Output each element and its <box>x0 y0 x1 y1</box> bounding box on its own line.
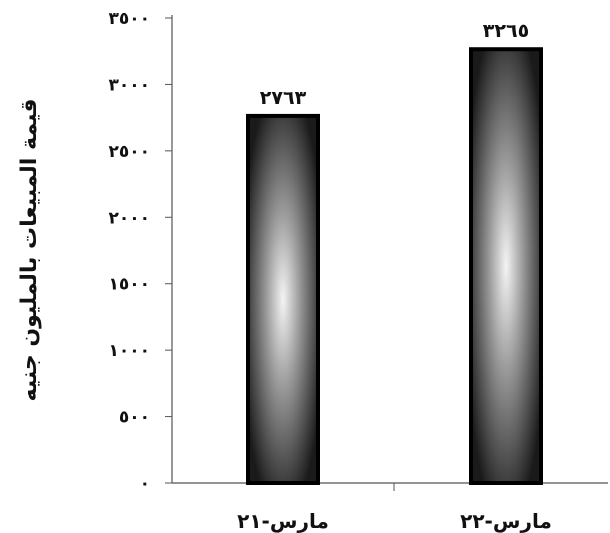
y-tick-label: ٣٠٠٠ <box>108 75 150 95</box>
y-tick-label: ٢٠٠٠ <box>108 208 150 228</box>
x-category-label: مارس-٢٢ <box>460 509 552 533</box>
y-axis-ticks: ٠ ٥٠٠ ١٠٠٠ ١٥٠٠ ٢٠٠٠ ٢٥٠٠ ٣٠٠٠ ٣٥٠٠ <box>108 9 172 494</box>
bar-value-label: ٢٧٦٣ <box>260 87 307 109</box>
y-tick-label: ٥٠٠ <box>119 408 150 428</box>
y-tick-label: ٢٥٠٠ <box>108 142 150 162</box>
bar-value-label: ٣٢٦٥ <box>483 20 529 42</box>
bars <box>246 47 543 485</box>
y-tick-label: ١٥٠٠ <box>108 275 150 295</box>
y-axis-title: قيمة المبيعات بالمليون جنيه <box>17 99 42 402</box>
data-labels: ٢٧٦٣ ٣٢٦٥ <box>260 20 529 109</box>
bar <box>246 113 320 485</box>
category-labels: مارس-٢١ مارس-٢٢ <box>237 509 552 533</box>
y-tick-label: ٠ <box>140 474 150 494</box>
bar <box>469 47 543 485</box>
x-category-label: مارس-٢١ <box>237 509 329 533</box>
y-tick-label: ٣٥٠٠ <box>108 9 150 29</box>
y-tick-label: ١٠٠٠ <box>108 341 150 361</box>
